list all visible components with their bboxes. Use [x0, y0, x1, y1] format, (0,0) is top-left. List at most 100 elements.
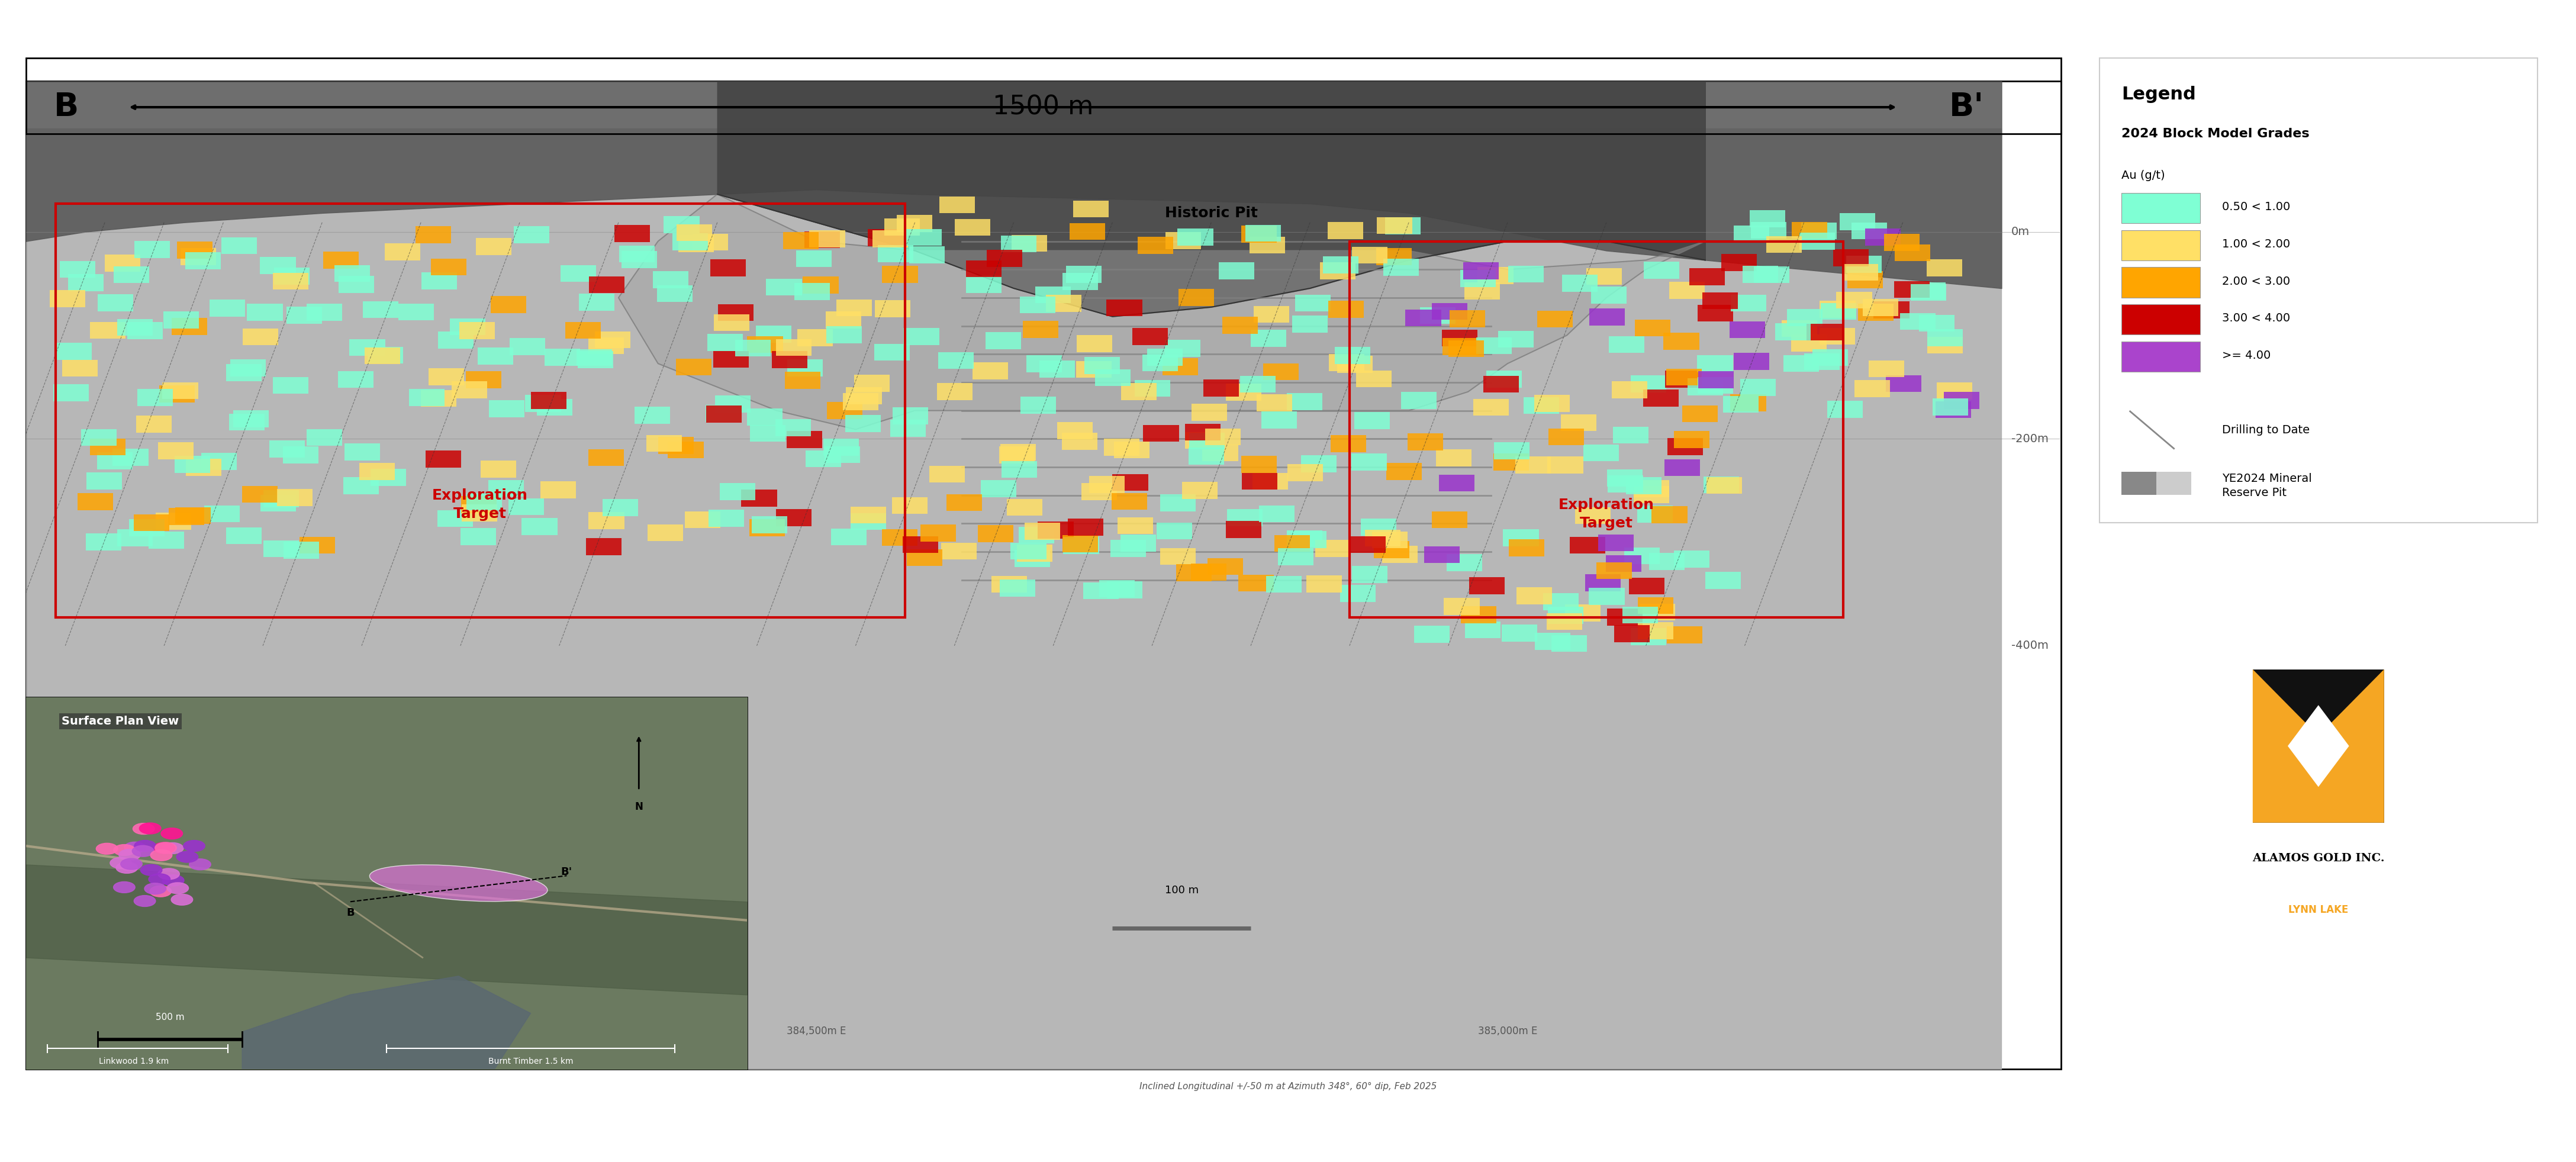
Bar [971, 363, 1007, 380]
Bar [1113, 493, 1146, 510]
Bar [229, 359, 265, 376]
Bar [1561, 275, 1597, 292]
Circle shape [157, 868, 180, 880]
Circle shape [134, 823, 155, 834]
Bar [896, 215, 933, 232]
Bar [1036, 286, 1072, 303]
Bar [513, 227, 549, 243]
Bar [278, 489, 312, 505]
Bar [1610, 336, 1643, 353]
Bar [1069, 223, 1105, 239]
Circle shape [124, 842, 147, 853]
Bar [1893, 281, 1929, 297]
Bar [1543, 593, 1579, 610]
Bar [1226, 521, 1262, 538]
Polygon shape [618, 194, 1705, 430]
Bar [307, 429, 343, 446]
Circle shape [152, 842, 175, 854]
Bar [786, 372, 819, 389]
Text: 2024 Block Model Grades: 2024 Block Model Grades [2120, 128, 2308, 139]
Bar [747, 409, 783, 425]
Text: 384,500m E: 384,500m E [786, 1026, 845, 1037]
Bar [1108, 300, 1141, 316]
Bar [634, 407, 670, 424]
Bar [1468, 578, 1504, 594]
Bar [1296, 295, 1332, 311]
Text: Inclined Longitudinal +/-50 m at Azimuth 348°, 60° dip, Feb 2025: Inclined Longitudinal +/-50 m at Azimuth… [1139, 1082, 1437, 1091]
Bar [1334, 347, 1370, 364]
Bar [1494, 453, 1530, 471]
Bar [263, 540, 299, 558]
Bar [587, 337, 623, 354]
Bar [850, 514, 886, 530]
Bar [1324, 257, 1358, 273]
Bar [1517, 587, 1553, 604]
Bar [1041, 360, 1074, 378]
Bar [1615, 625, 1649, 643]
Bar [1141, 354, 1177, 372]
Text: Linkwood 1.9 km: Linkwood 1.9 km [98, 1057, 170, 1066]
Bar [987, 250, 1023, 267]
Bar [1164, 340, 1200, 357]
Bar [1664, 459, 1700, 476]
Bar [765, 279, 801, 295]
Bar [26, 697, 747, 1069]
Bar [1164, 232, 1200, 249]
Bar [1177, 565, 1211, 581]
Bar [1705, 572, 1741, 589]
Bar [1698, 372, 1734, 388]
Bar [878, 245, 914, 263]
Bar [155, 512, 191, 530]
Bar [1239, 375, 1275, 393]
Bar [757, 325, 791, 343]
Bar [706, 406, 742, 423]
Text: B': B' [562, 867, 572, 877]
Bar [1190, 432, 1224, 450]
Bar [1546, 614, 1582, 630]
Bar [719, 304, 755, 321]
Bar [855, 375, 889, 392]
Bar [1432, 511, 1468, 528]
Bar [920, 524, 956, 541]
Bar [2120, 230, 2200, 260]
Bar [1077, 335, 1113, 352]
Bar [806, 451, 840, 467]
Text: -400m: -400m [2012, 640, 2048, 652]
Bar [804, 277, 837, 294]
Bar [1633, 480, 1669, 497]
Bar [693, 234, 729, 251]
Bar [1698, 304, 1734, 322]
Bar [1633, 486, 1669, 503]
Circle shape [134, 896, 155, 906]
Bar [1731, 395, 1767, 411]
Bar [1783, 320, 1816, 337]
Bar [1548, 429, 1584, 445]
Bar [451, 381, 487, 399]
Bar [1834, 250, 1868, 266]
Bar [1061, 433, 1097, 450]
Bar [2120, 342, 2200, 372]
Bar [531, 392, 567, 409]
Bar [714, 314, 750, 331]
Bar [1613, 426, 1649, 444]
Bar [1837, 292, 1873, 309]
Bar [1687, 379, 1723, 395]
Bar [438, 510, 474, 526]
Bar [477, 238, 513, 256]
Circle shape [149, 849, 173, 861]
Bar [966, 260, 1002, 278]
Bar [577, 351, 613, 368]
Bar [1084, 357, 1121, 374]
Bar [930, 466, 966, 482]
Bar [1510, 539, 1546, 557]
Bar [1935, 401, 1971, 418]
Bar [1443, 338, 1479, 356]
Text: 1500 m: 1500 m [992, 94, 1095, 120]
Bar [1643, 261, 1680, 279]
Bar [940, 543, 976, 560]
Bar [201, 453, 237, 469]
Bar [567, 322, 600, 339]
Bar [242, 329, 278, 345]
Bar [1597, 562, 1633, 579]
Bar [162, 311, 198, 329]
